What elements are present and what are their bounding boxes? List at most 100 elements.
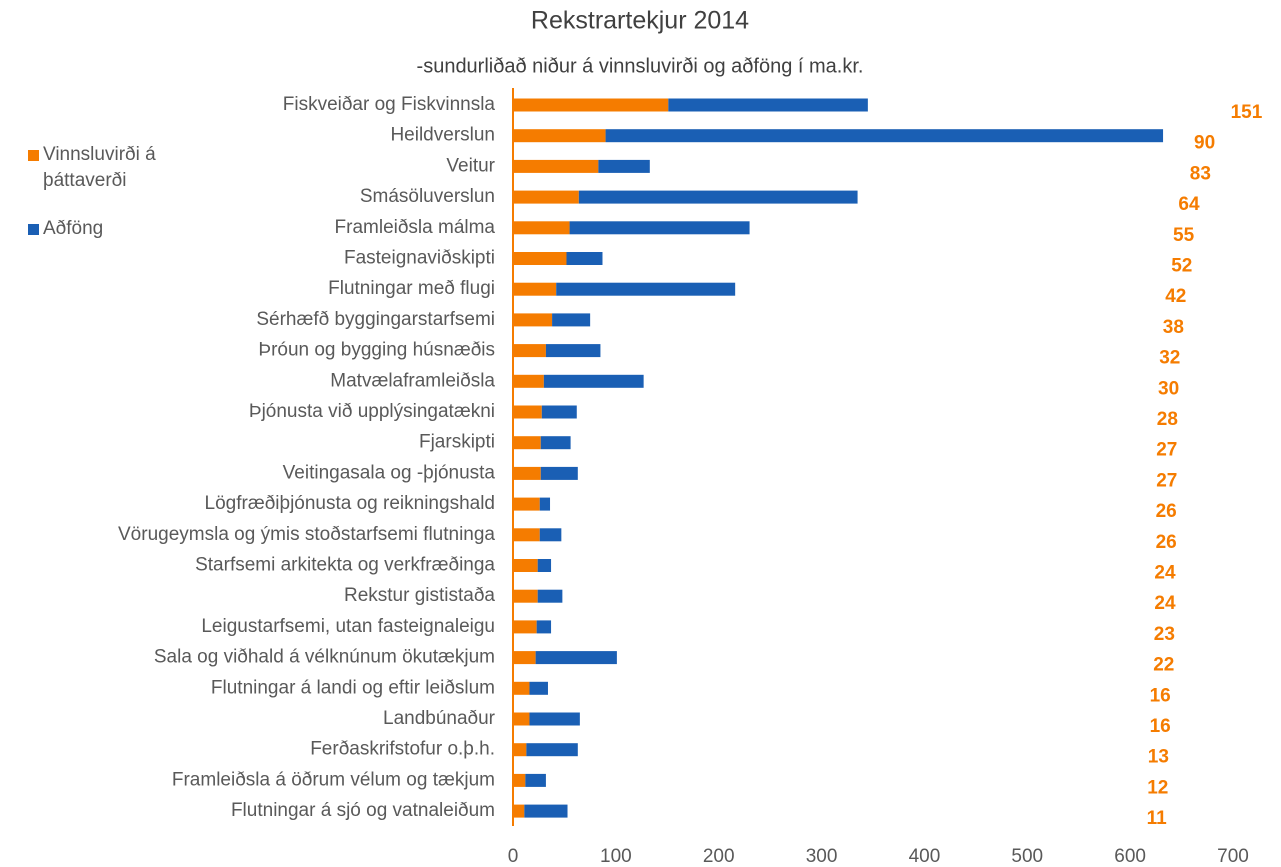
bar-segment bbox=[524, 804, 568, 818]
bar-segment bbox=[540, 436, 571, 450]
data-label: 16 bbox=[1150, 716, 1171, 737]
data-label: 151 bbox=[1231, 102, 1263, 123]
category-label: Smásöluverslun bbox=[360, 186, 495, 207]
bar-segment bbox=[513, 129, 606, 143]
bar-segment bbox=[513, 98, 669, 112]
data-label: 64 bbox=[1178, 194, 1200, 215]
legend-item: Vinnsluvirði á þáttaverði bbox=[28, 142, 218, 194]
bar-segment bbox=[543, 374, 644, 388]
bar-segment bbox=[513, 773, 526, 787]
category-label: Sala og viðhald á vélknúnum ökutækjum bbox=[154, 647, 495, 668]
data-label: 30 bbox=[1158, 378, 1179, 399]
category-label: Veitingasala og -þjónusta bbox=[283, 462, 496, 483]
category-label: Veitur bbox=[446, 155, 495, 176]
bar-segment bbox=[513, 313, 553, 327]
legend: Vinnsluvirði á þáttaverði Aðföng bbox=[28, 142, 218, 264]
x-tick-label: 300 bbox=[806, 846, 838, 867]
category-label: Fiskveiðar og Fiskvinnsla bbox=[283, 94, 496, 115]
bar-segment bbox=[556, 282, 736, 296]
category-label: Starfsemi arkitekta og verkfræðinga bbox=[195, 555, 495, 576]
x-tick-label: 400 bbox=[909, 846, 941, 867]
data-label: 22 bbox=[1153, 655, 1174, 676]
x-tick-label: 500 bbox=[1011, 846, 1043, 867]
data-label: 83 bbox=[1190, 163, 1211, 184]
category-label: Flutningar á landi og eftir leiðslum bbox=[211, 677, 495, 698]
bar-segment bbox=[513, 436, 541, 450]
bar-segment bbox=[513, 466, 541, 480]
bar-segment bbox=[513, 344, 546, 358]
chart-subtitle: -sundurliðað niður á vinnsluvirði og aðf… bbox=[417, 55, 864, 77]
bar-segment bbox=[513, 559, 538, 572]
bar-segment bbox=[578, 190, 858, 204]
bar-segment bbox=[529, 712, 580, 726]
data-label: 38 bbox=[1163, 317, 1184, 338]
bar-segment bbox=[513, 190, 579, 204]
x-tick-label: 600 bbox=[1114, 846, 1146, 867]
chart-title: Rekstrartekjur 2014 bbox=[531, 7, 749, 35]
category-label: Landbúnaður bbox=[383, 708, 496, 729]
bar-segment bbox=[535, 651, 617, 665]
bar-segment bbox=[537, 559, 552, 572]
bar-segment bbox=[513, 159, 599, 173]
legend-label: Vinnsluvirði á þáttaverði bbox=[43, 144, 156, 191]
bar-segment bbox=[526, 743, 578, 757]
bar-segment bbox=[537, 589, 563, 603]
category-label: Framleiðsla málma bbox=[335, 217, 496, 238]
bar-segment bbox=[529, 681, 548, 695]
data-label: 24 bbox=[1154, 563, 1176, 584]
bar-segment bbox=[525, 773, 546, 787]
category-label: Heildverslun bbox=[390, 125, 495, 146]
bar-segment bbox=[513, 405, 542, 419]
x-tick-label: 100 bbox=[600, 846, 632, 867]
category-label: Sérhæfð byggingarstarfsemi bbox=[256, 309, 495, 330]
bar-segment bbox=[513, 282, 557, 296]
category-label: Rekstur gististaða bbox=[344, 585, 495, 606]
bar-segment bbox=[513, 743, 527, 757]
data-label: 27 bbox=[1156, 440, 1177, 461]
data-label: 23 bbox=[1154, 624, 1175, 645]
data-label: 52 bbox=[1171, 256, 1192, 277]
legend-swatch bbox=[28, 150, 39, 161]
data-label: 55 bbox=[1173, 225, 1195, 246]
bar-segment bbox=[513, 252, 567, 265]
data-label: 42 bbox=[1165, 286, 1186, 307]
bar-segment bbox=[513, 804, 525, 818]
bar-segment bbox=[513, 681, 530, 695]
bar-segment bbox=[513, 528, 540, 542]
bar-segment bbox=[545, 344, 601, 358]
bar-segment bbox=[513, 221, 570, 235]
category-label: Flutningar með flugi bbox=[328, 278, 495, 299]
category-label: Fjarskipti bbox=[419, 432, 495, 453]
category-label: Þjónusta við upplýsingatækni bbox=[249, 401, 495, 422]
category-label: Lögfræðiþjónusta og reikningshald bbox=[205, 493, 495, 514]
data-label: 24 bbox=[1154, 593, 1176, 614]
bar-segment bbox=[513, 374, 544, 388]
data-label: 28 bbox=[1157, 409, 1178, 430]
bar-segment bbox=[513, 589, 538, 603]
bar-segment bbox=[569, 221, 750, 235]
category-label: Leigustarfsemi, utan fasteignaleigu bbox=[201, 616, 495, 637]
bar-segment bbox=[536, 620, 552, 634]
bar-segment bbox=[513, 712, 530, 726]
category-label: Framleiðsla á öðrum vélum og tækjum bbox=[172, 769, 495, 790]
legend-swatch bbox=[28, 224, 39, 235]
data-label: 11 bbox=[1147, 808, 1168, 829]
bar-segment bbox=[513, 497, 540, 511]
category-label: Þróun og bygging húsnæðis bbox=[258, 340, 495, 361]
bar-segment bbox=[541, 405, 577, 419]
data-label: 32 bbox=[1159, 348, 1180, 369]
x-tick-label: 700 bbox=[1217, 846, 1249, 867]
data-label: 27 bbox=[1156, 470, 1177, 491]
data-label: 16 bbox=[1150, 685, 1171, 706]
bar-segment bbox=[566, 252, 603, 265]
category-label: Matvælaframleiðsla bbox=[330, 370, 495, 391]
bar-segment bbox=[539, 497, 551, 511]
category-label: Vörugeymsla og ýmis stoðstarfsemi flutni… bbox=[118, 524, 495, 545]
bar-segment bbox=[513, 651, 536, 665]
legend-item: Aðföng bbox=[28, 216, 218, 242]
bar-segment bbox=[668, 98, 868, 112]
bar-segment bbox=[513, 620, 537, 634]
category-label: Fasteignaviðskipti bbox=[344, 248, 495, 269]
